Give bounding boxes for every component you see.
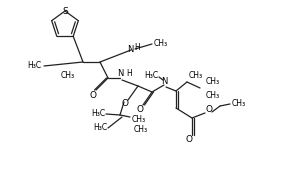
Text: O: O [121, 100, 128, 108]
Text: S: S [62, 7, 68, 15]
Text: N: N [117, 69, 123, 79]
Text: CH₃: CH₃ [206, 91, 220, 100]
Text: CH₃: CH₃ [61, 71, 75, 80]
Text: H₃C: H₃C [144, 71, 158, 80]
Text: CH₃: CH₃ [132, 114, 146, 124]
Text: O: O [90, 91, 96, 100]
Text: CH₃: CH₃ [154, 40, 168, 48]
Text: CH₃: CH₃ [189, 70, 203, 80]
Text: H₃C: H₃C [27, 62, 41, 70]
Text: CH₃: CH₃ [232, 98, 246, 108]
Text: O: O [185, 135, 192, 144]
Text: H: H [134, 42, 140, 52]
Text: O: O [136, 104, 144, 113]
Text: H₃C: H₃C [91, 109, 105, 119]
Text: CH₃: CH₃ [134, 125, 148, 135]
Text: H: H [126, 69, 132, 78]
Text: CH₃: CH₃ [206, 78, 220, 86]
Text: O: O [205, 106, 213, 114]
Text: N: N [161, 76, 167, 85]
Text: H₃C: H₃C [93, 124, 107, 133]
Text: N: N [127, 46, 133, 54]
